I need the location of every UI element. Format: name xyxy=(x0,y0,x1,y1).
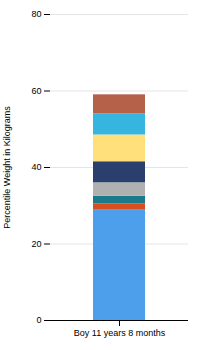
svg-text:80: 80 xyxy=(31,9,41,19)
svg-text:20: 20 xyxy=(31,239,41,249)
svg-text:Percentile Weight in Kilograms: Percentile Weight in Kilograms xyxy=(2,106,12,229)
svg-text:Boy 11 years 8 months: Boy 11 years 8 months xyxy=(74,328,166,338)
svg-text:0: 0 xyxy=(36,315,41,325)
svg-text:40: 40 xyxy=(31,162,41,172)
svg-text:60: 60 xyxy=(31,86,41,96)
